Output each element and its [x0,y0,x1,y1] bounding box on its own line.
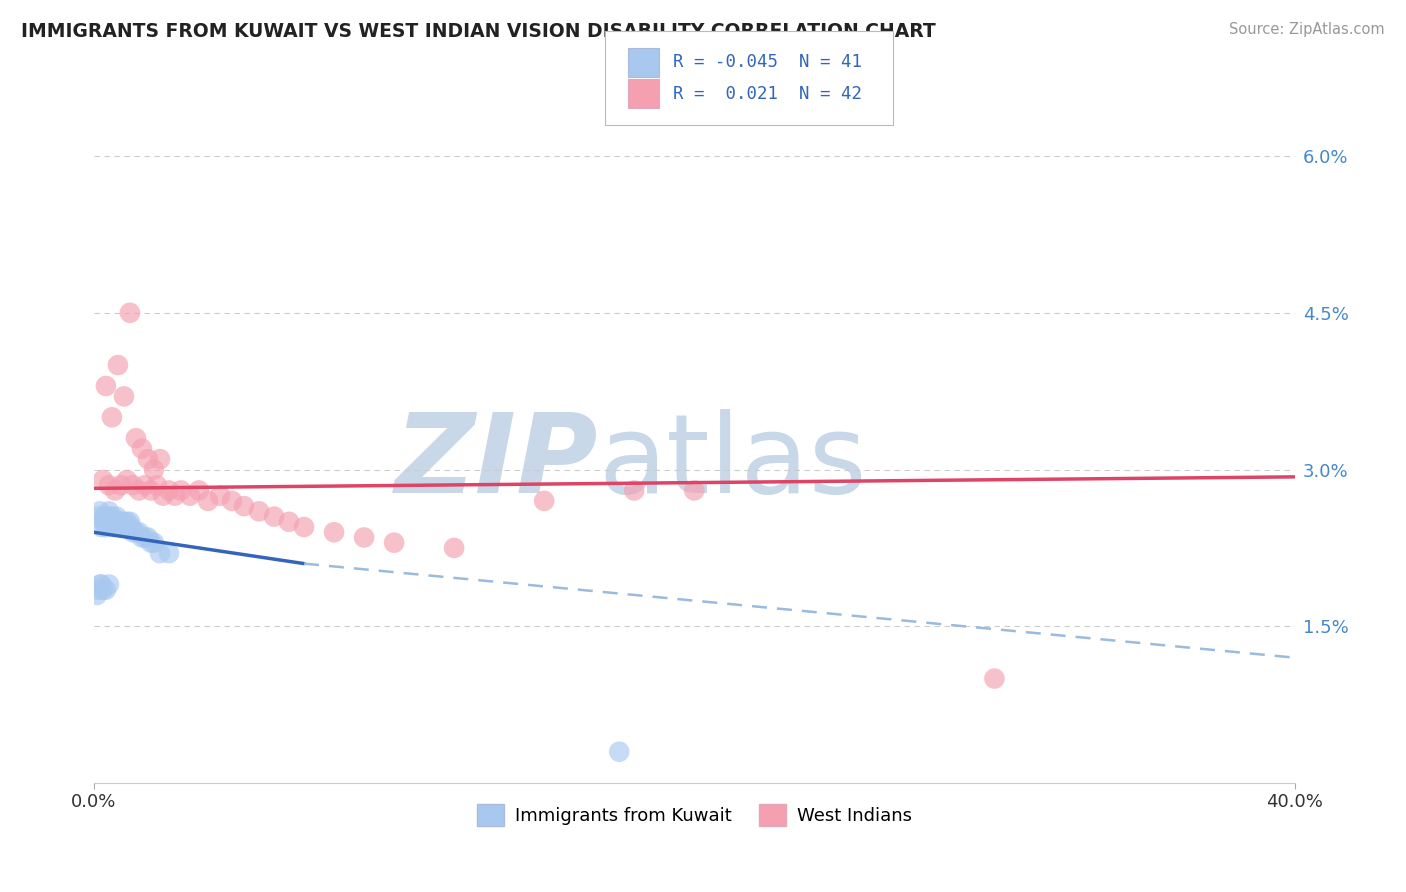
Point [90,520,112,534]
Point [108,520,131,534]
Point [157,546,180,560]
Point [87,582,110,597]
Point [107,358,129,372]
Point [104,515,127,529]
Text: R = -0.045  N = 41: R = -0.045 N = 41 [673,54,862,71]
Point [120,520,142,534]
Point [134,478,156,492]
Point [110,515,132,529]
Point [128,483,150,498]
Point [89,504,111,518]
Point [117,520,139,534]
Point [197,494,219,508]
Point [146,478,169,492]
Point [139,483,162,498]
Point [97,504,120,518]
Point [97,577,120,591]
Point [112,515,135,529]
Point [247,504,270,518]
Point [93,509,115,524]
Point [149,546,172,560]
Point [115,515,138,529]
Legend: Immigrants from Kuwait, West Indians: Immigrants from Kuwait, West Indians [470,797,920,833]
Point [104,483,127,498]
Point [139,535,162,549]
Point [353,531,375,545]
Point [107,515,129,529]
Point [152,489,174,503]
Point [111,520,134,534]
Point [683,483,706,498]
Point [157,483,180,498]
Y-axis label: Vision Disability: Vision Disability [0,363,8,507]
Point [607,745,630,759]
Point [91,515,114,529]
Point [131,442,153,456]
Point [278,515,301,529]
Point [263,509,285,524]
Point [149,452,172,467]
Point [125,431,148,445]
Point [179,489,201,503]
Point [101,509,124,524]
Text: R =  0.021  N = 42: R = 0.021 N = 42 [673,85,862,103]
Text: ZIP: ZIP [395,409,598,516]
Point [115,473,138,487]
Point [163,489,186,503]
Point [91,582,114,597]
Point [221,494,243,508]
Point [233,499,256,513]
Point [125,525,148,540]
Point [101,410,124,425]
Point [86,588,108,602]
Point [983,672,1005,686]
Point [94,520,117,534]
Text: atlas: atlas [598,409,866,516]
Point [110,478,132,492]
Point [292,520,315,534]
Point [122,478,145,492]
Point [94,379,117,393]
Point [94,582,117,597]
Point [112,389,135,403]
Point [128,525,150,540]
Point [188,483,211,498]
Point [136,452,159,467]
Point [90,577,112,591]
Point [131,531,153,545]
Text: Source: ZipAtlas.com: Source: ZipAtlas.com [1229,22,1385,37]
Point [100,515,122,529]
Point [87,509,110,524]
Point [208,489,231,503]
Point [118,515,141,529]
Point [89,577,111,591]
Point [443,541,465,555]
Point [114,520,136,534]
Point [533,494,555,508]
Point [143,535,166,549]
Point [91,473,114,487]
Point [136,531,159,545]
Point [170,483,193,498]
Point [105,509,128,524]
Point [323,525,346,540]
Point [97,478,120,492]
Point [382,535,405,549]
Point [143,462,166,476]
Point [122,525,145,540]
Point [103,520,125,534]
Point [118,306,141,320]
Text: IMMIGRANTS FROM KUWAIT VS WEST INDIAN VISION DISABILITY CORRELATION CHART: IMMIGRANTS FROM KUWAIT VS WEST INDIAN VI… [21,22,936,41]
Point [623,483,645,498]
Point [96,509,118,524]
Point [134,531,156,545]
